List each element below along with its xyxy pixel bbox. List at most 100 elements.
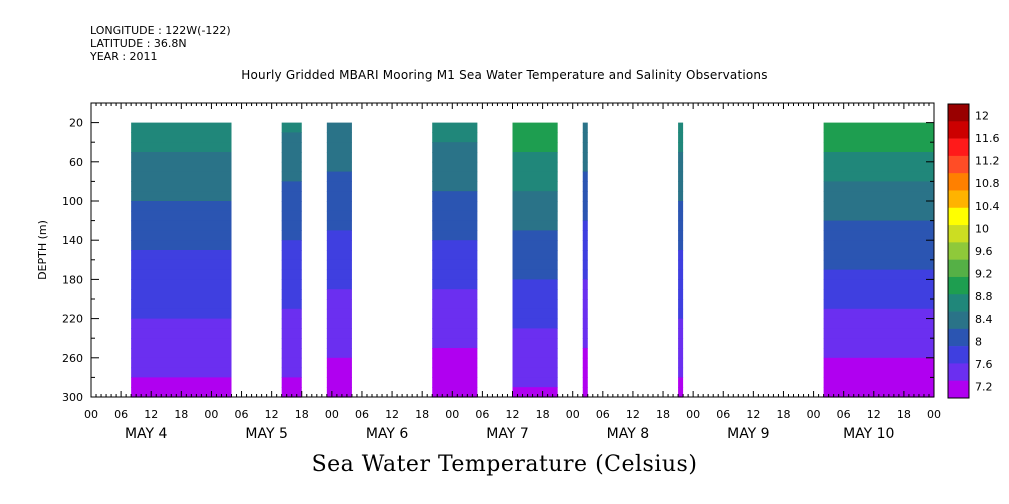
temp-band [823, 142, 934, 153]
temp-band [281, 201, 302, 212]
x-tick-label: 12 [626, 408, 640, 421]
temp-band [582, 171, 588, 182]
day-label: MAY 5 [245, 426, 287, 442]
temp-band [131, 269, 232, 280]
temp-band [512, 220, 558, 231]
day-label: MAY 4 [125, 426, 168, 442]
temp-band [512, 250, 558, 261]
temp-band [432, 122, 478, 133]
temp-band [131, 240, 232, 251]
temp-band [512, 230, 558, 241]
temp-band [678, 318, 684, 329]
temp-band [823, 220, 934, 231]
colorbar-swatch [948, 190, 969, 209]
temp-band [432, 387, 478, 398]
x-tick-label: 12 [506, 408, 520, 421]
x-tick-label: 18 [776, 408, 790, 421]
temp-band [281, 191, 302, 202]
temp-band [582, 240, 588, 251]
day-label: MAY 10 [843, 426, 894, 442]
temp-band [678, 279, 684, 290]
temp-band [823, 250, 934, 261]
temp-band [326, 318, 352, 329]
x-tick-label: 00 [84, 408, 98, 421]
x-tick-label: 18 [174, 408, 188, 421]
temp-band [678, 210, 684, 222]
x-tick-label: 00 [204, 408, 218, 421]
temp-band [326, 279, 352, 290]
temp-band [678, 132, 684, 143]
y-tick-label: 60 [69, 156, 83, 169]
temp-band [432, 240, 478, 251]
temp-band [823, 387, 934, 398]
temp-band [432, 259, 478, 271]
temp-band [582, 377, 588, 388]
temp-band [432, 132, 478, 143]
temp-band [131, 299, 232, 310]
y-tick-label: 180 [62, 273, 83, 286]
temp-band [432, 269, 478, 280]
temp-band [823, 348, 934, 359]
temp-band [678, 338, 684, 349]
colorbar-frame [947, 103, 970, 399]
y-tick-label: 300 [62, 391, 83, 404]
temp-band [678, 357, 684, 369]
temp-band [678, 152, 684, 163]
y-tick-label: 20 [69, 117, 83, 130]
temp-band [582, 367, 588, 378]
temp-band [582, 259, 588, 271]
temp-band [582, 142, 588, 153]
temp-band [823, 171, 934, 182]
temp-band [281, 308, 302, 320]
temp-band [281, 181, 302, 192]
temp-band [326, 171, 352, 182]
temp-band [131, 318, 232, 329]
temp-band [678, 308, 684, 320]
y-tick-label: 220 [62, 313, 83, 326]
temp-band [432, 308, 478, 320]
temp-band [823, 289, 934, 300]
temp-band [131, 308, 232, 320]
temp-band [512, 387, 558, 398]
temp-band [582, 308, 588, 320]
temp-band [678, 230, 684, 241]
temp-band [582, 328, 588, 339]
colorbar-tick-label: 10.8 [975, 177, 1000, 190]
temp-band [131, 348, 232, 359]
x-tick-label: 00 [325, 408, 339, 421]
temp-band [432, 171, 478, 182]
temp-band [432, 377, 478, 388]
temp-band [823, 308, 934, 320]
data-segment-0 [131, 122, 232, 398]
temp-band [678, 250, 684, 261]
temp-band [823, 152, 934, 163]
data-segment-4 [512, 122, 558, 398]
temp-band [582, 299, 588, 310]
temp-band [678, 220, 684, 231]
temp-band [326, 289, 352, 300]
x-tick-label: 12 [385, 408, 399, 421]
x-tick-label: 06 [355, 408, 369, 421]
temp-band [582, 338, 588, 349]
temp-band [823, 357, 934, 369]
temp-band [678, 240, 684, 251]
temp-band [512, 201, 558, 212]
temp-band [281, 132, 302, 143]
temp-band [326, 152, 352, 163]
x-tick-label: 18 [415, 408, 429, 421]
x-tick-label: 12 [867, 408, 881, 421]
temp-band [678, 142, 684, 153]
temp-band [131, 259, 232, 271]
colorbar-swatch [948, 138, 969, 157]
temp-band [131, 171, 232, 182]
temp-band [131, 230, 232, 241]
temp-band [582, 220, 588, 231]
temp-band [432, 142, 478, 153]
temp-band [131, 152, 232, 163]
temp-band [512, 279, 558, 290]
temp-band [326, 308, 352, 320]
temp-band [582, 250, 588, 261]
temp-band [281, 269, 302, 280]
temp-band [512, 348, 558, 359]
temp-band [823, 230, 934, 241]
